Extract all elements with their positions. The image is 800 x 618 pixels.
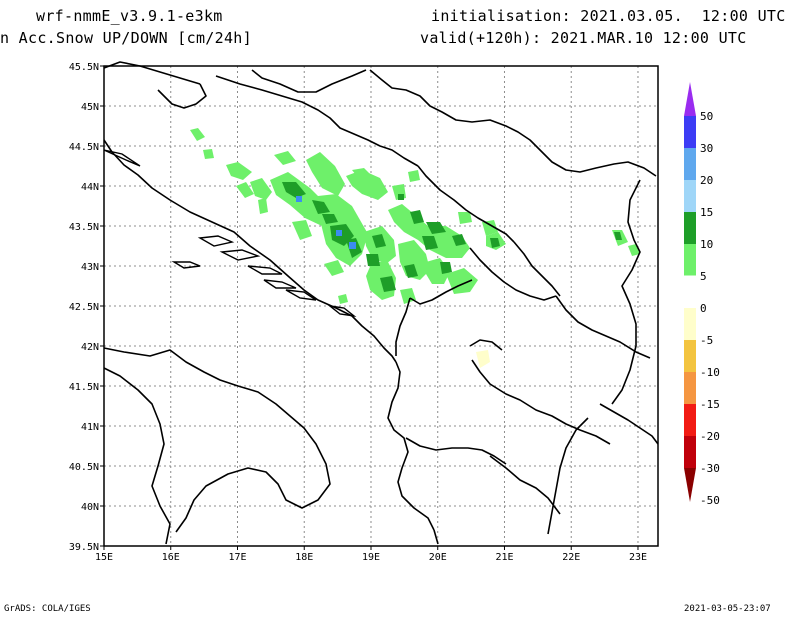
colorbar-label: 50 <box>700 110 713 123</box>
coastlines-borders <box>103 61 659 545</box>
lat-tick-label: 42.5N <box>69 302 99 313</box>
colorbar-swatch <box>684 436 696 468</box>
lon-tick-label: 23E <box>629 552 647 563</box>
lat-tick-label: 45N <box>81 102 99 113</box>
grads-credit: GrADS: COLA/IGES <box>4 604 91 614</box>
colorbar-label: 10 <box>700 238 713 251</box>
lat-tick-label: 41.5N <box>69 382 99 393</box>
lat-lon-grid <box>104 66 658 546</box>
colorbar-label: -50 <box>700 494 720 507</box>
colorbar-label: -5 <box>700 334 713 347</box>
lat-tick-label: 42N <box>81 342 99 353</box>
lon-tick-label: 22E <box>562 552 580 563</box>
lat-tick-label: 39.5N <box>69 542 99 553</box>
lat-axis: 45.5N 45N 44.5N 44N 43.5N 43N 42.5N 42N 41.5N 41N… <box>69 62 104 553</box>
snow-field <box>190 128 640 368</box>
colorbar-swatch <box>684 180 696 212</box>
islands <box>103 149 357 318</box>
colorbar-swatch <box>684 212 696 244</box>
lat-tick-label: 43N <box>81 262 99 273</box>
lat-tick-label: 40N <box>81 502 99 513</box>
valid-time: valid(+120h): 2021.MAR.10 12:00 UTC <box>420 29 747 47</box>
colorbar-label: 20 <box>700 174 713 187</box>
colorbar-label: 30 <box>700 142 713 155</box>
colorbar-swatch <box>684 148 696 180</box>
colorbar-label: 5 <box>700 270 707 283</box>
colorbar-label: -30 <box>700 462 720 475</box>
colorbar-bottom-arrow <box>684 468 696 502</box>
lon-tick-label: 20E <box>429 552 447 563</box>
colorbar-swatch <box>684 308 696 340</box>
colorbar-swatch <box>684 340 696 372</box>
colorbar-swatch <box>684 244 696 276</box>
colorbar-swatch <box>683 275 697 309</box>
lat-tick-label: 44.5N <box>69 142 99 153</box>
field-title: n Acc.Snow UP/DOWN [cm/24h] <box>0 29 252 47</box>
colorbar-swatch <box>684 116 696 148</box>
colorbar-top-arrow <box>684 82 696 116</box>
colorbar-label: 0 <box>700 302 707 315</box>
colorbar-label: -15 <box>700 398 720 411</box>
colorbar-label: -20 <box>700 430 720 443</box>
lat-tick-label: 41N <box>81 422 99 433</box>
lon-axis: 15E 16E 17E 18E 19E 20E 21E 22E 23E <box>95 546 647 563</box>
generation-timestamp: 2021-03-05-23:07 <box>684 604 771 614</box>
colorbar-swatch <box>684 404 696 436</box>
colorbar-label: 15 <box>700 206 713 219</box>
lat-tick-label: 40.5N <box>69 462 99 473</box>
lat-tick-label: 44N <box>81 182 99 193</box>
lat-tick-label: 43.5N <box>69 222 99 233</box>
lon-tick-label: 21E <box>495 552 513 563</box>
colorbar-label: -10 <box>700 366 720 379</box>
lon-tick-label: 15E <box>95 552 113 563</box>
lon-tick-label: 18E <box>295 552 313 563</box>
init-time: initialisation: 2021.03.05. 12:00 UTC <box>431 7 786 25</box>
lon-tick-label: 16E <box>162 552 180 563</box>
lon-tick-label: 17E <box>228 552 246 563</box>
model-name: wrf-nmmE_v3.9.1-e3km <box>36 7 223 25</box>
lon-tick-label: 19E <box>362 552 380 563</box>
lat-tick-label: 45.5N <box>69 62 99 73</box>
colorbar-swatch <box>684 372 696 404</box>
